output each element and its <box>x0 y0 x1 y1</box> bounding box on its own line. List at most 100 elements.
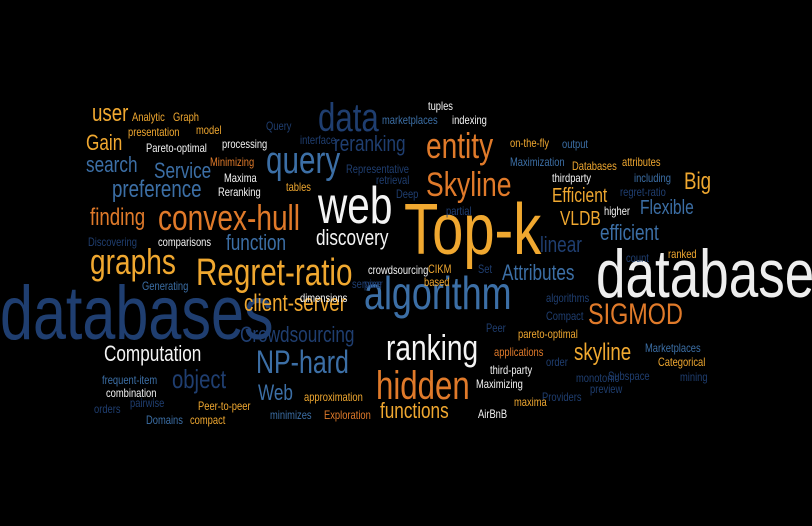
cloud-word: mining <box>680 370 708 384</box>
cloud-word: Big <box>684 168 712 195</box>
cloud-word: Generating <box>142 279 189 293</box>
cloud-word: Pareto-optimal <box>146 141 207 155</box>
cloud-word: count <box>626 251 649 265</box>
cloud-word: approximation <box>304 390 363 404</box>
cloud-word: combination <box>106 386 157 400</box>
cloud-word: retrieval <box>376 173 410 187</box>
cloud-word: finding <box>90 204 146 231</box>
cloud-word: search <box>86 152 138 177</box>
cloud-word: tuples <box>428 99 453 113</box>
cloud-word: compact <box>190 413 226 427</box>
cloud-word: Deep <box>396 187 419 201</box>
cloud-word: based <box>424 275 450 289</box>
cloud-word: higher <box>604 204 631 218</box>
cloud-word: client-server <box>244 290 346 317</box>
cloud-word: discovery <box>316 225 389 250</box>
cloud-word: partial <box>446 204 472 218</box>
cloud-word: Computation <box>104 341 202 366</box>
cloud-word: pairwise <box>130 396 165 410</box>
cloud-word: order <box>546 355 568 369</box>
cloud-word: entity <box>426 125 494 166</box>
cloud-word: Top-k <box>404 190 542 270</box>
cloud-word: crowdsourcing <box>368 263 429 277</box>
cloud-word: function <box>226 230 287 255</box>
cloud-word: Crowdsourcing <box>240 322 355 347</box>
cloud-word: minimizes <box>270 408 312 422</box>
cloud-word: Analytic <box>132 110 165 124</box>
cloud-word: Maximizing <box>476 377 523 391</box>
cloud-word: Maximization <box>510 155 565 169</box>
cloud-word: Service <box>154 158 212 183</box>
cloud-word: preview <box>590 382 623 396</box>
cloud-word: ranking <box>386 327 479 368</box>
cloud-word: orders <box>94 402 121 416</box>
cloud-word: thirdparty <box>552 171 592 185</box>
cloud-word: presentation <box>128 125 180 139</box>
cloud-word: efficient <box>600 220 659 245</box>
cloud-word: Skyline <box>426 166 512 204</box>
cloud-word: comparisons <box>158 235 212 249</box>
cloud-word: Maxima <box>224 171 257 185</box>
cloud-word: query <box>266 140 341 182</box>
cloud-word: marketplaces <box>382 113 438 127</box>
cloud-word: pareto-optimal <box>518 327 578 341</box>
cloud-word: user <box>92 100 129 127</box>
cloud-word: third-party <box>490 363 533 377</box>
cloud-word: SIGMOD <box>588 298 683 331</box>
cloud-word: model <box>196 123 222 137</box>
cloud-word: Compact <box>546 309 584 323</box>
cloud-word: regret-ratio <box>620 185 666 199</box>
cloud-word: functions <box>380 398 449 423</box>
cloud-word: peer <box>364 277 383 291</box>
cloud-word: Subspace <box>608 369 650 383</box>
cloud-word: processing <box>222 137 268 151</box>
cloud-word: Peer-to-peer <box>198 399 251 413</box>
cloud-word: service <box>352 277 382 291</box>
cloud-word: Reranking <box>218 185 261 199</box>
cloud-word: Efficient <box>552 185 608 207</box>
cloud-word: algorithms <box>546 291 590 305</box>
cloud-word: applications <box>494 345 544 359</box>
cloud-word: Query <box>266 119 292 133</box>
cloud-word: Flexible <box>640 197 694 219</box>
cloud-word: Discovering <box>88 235 137 249</box>
cloud-word: CIKM <box>428 262 452 276</box>
cloud-word: Attributes <box>502 260 575 285</box>
cloud-word: Providers <box>542 390 582 404</box>
cloud-word: including <box>634 171 671 185</box>
cloud-word: NP-hard <box>256 344 349 380</box>
cloud-word: preference <box>112 176 202 203</box>
cloud-word: on-the-fly <box>510 136 550 150</box>
cloud-word: algorithm <box>364 267 512 319</box>
cloud-word: Web <box>258 380 293 405</box>
cloud-word: VLDB <box>560 208 601 230</box>
cloud-word: indexing <box>452 113 487 127</box>
cloud-word: web <box>318 177 393 235</box>
cloud-word: Minimizing <box>210 155 255 169</box>
cloud-word: graphs <box>90 241 176 282</box>
cloud-word: interface <box>300 133 336 147</box>
cloud-word: frequent-item <box>102 373 158 387</box>
cloud-word: AirBnB <box>478 407 508 421</box>
cloud-word: database <box>596 236 812 312</box>
cloud-word: ranked <box>668 247 697 261</box>
cloud-word: data <box>318 96 379 140</box>
cloud-word: convex-hull <box>158 197 301 238</box>
cloud-word: Marketplaces <box>645 341 701 355</box>
cloud-word: attributes <box>622 155 661 169</box>
cloud-word: dimensions <box>300 291 348 305</box>
cloud-word: skyline <box>574 339 632 366</box>
cloud-word: Gain <box>86 130 123 155</box>
cloud-word: Set <box>478 262 493 276</box>
cloud-word: Representative <box>346 162 409 176</box>
cloud-word: object <box>172 364 227 394</box>
cloud-word: hidden <box>376 364 470 408</box>
cloud-word: Graph <box>173 110 200 124</box>
cloud-word: linear <box>540 232 582 257</box>
cloud-word: Domains <box>146 413 183 427</box>
cloud-word: Exploration <box>324 408 371 422</box>
cloud-word: Databases <box>572 159 617 173</box>
cloud-word: tables <box>286 180 311 194</box>
cloud-word: monotonic <box>576 371 620 385</box>
